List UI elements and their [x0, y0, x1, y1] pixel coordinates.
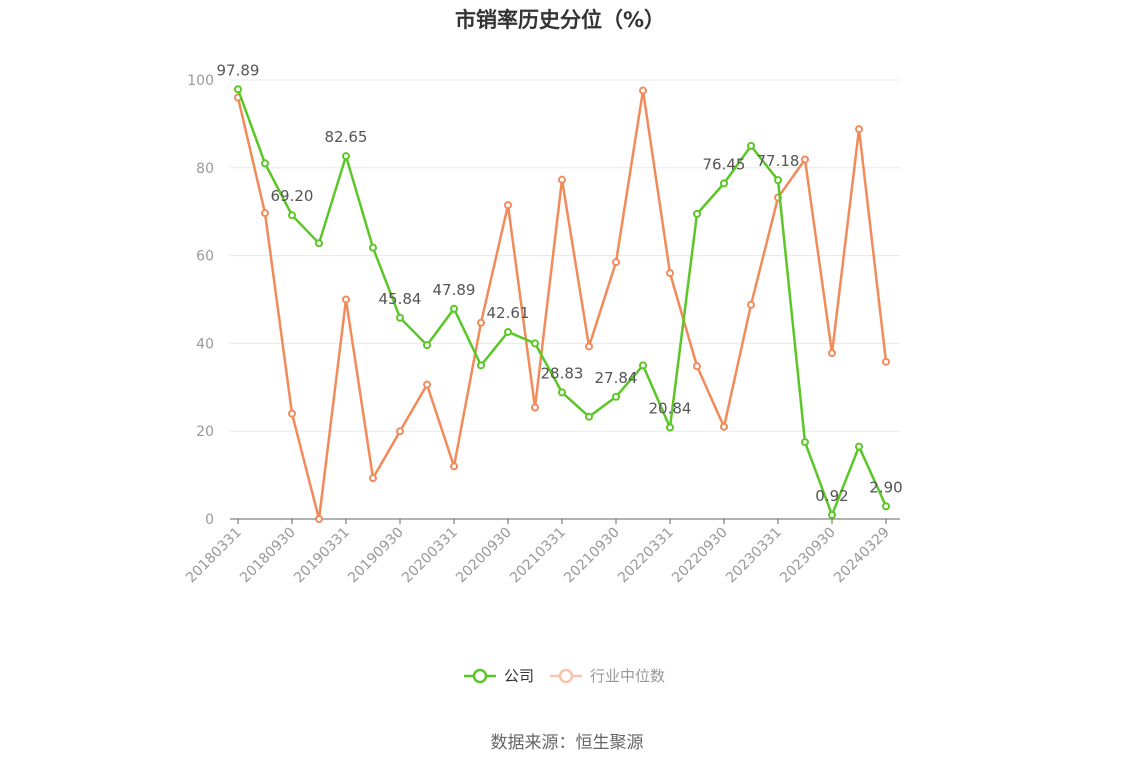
data-point	[423, 341, 431, 350]
data-point	[639, 361, 647, 370]
x-tick-label: 20190331	[291, 525, 353, 587]
data-label: 0.92	[815, 487, 848, 505]
data-point	[288, 211, 296, 220]
data-point	[882, 357, 890, 366]
data-label: 42.61	[487, 304, 530, 322]
x-tick-label: 20220331	[615, 525, 677, 587]
data-point	[315, 239, 323, 248]
legend-swatch-marker	[558, 668, 574, 684]
data-point	[639, 86, 647, 95]
data-label: 82.65	[325, 128, 368, 146]
data-point	[612, 258, 620, 267]
data-label: 45.84	[379, 290, 422, 308]
data-point	[801, 155, 809, 164]
data-point	[423, 380, 431, 389]
data-point	[396, 427, 404, 436]
data-point	[558, 388, 566, 397]
legend-item	[464, 668, 496, 684]
data-point	[720, 179, 728, 188]
legend-item	[550, 668, 582, 684]
data-label: 97.89	[217, 61, 260, 79]
data-point	[666, 269, 674, 278]
data-label: 28.83	[541, 364, 584, 382]
data-point	[855, 125, 863, 134]
data-labels: 97.89 69.20 82.65 45.84 47.89 42.61 28.83 27.84…	[217, 61, 903, 505]
data-label: 2.90	[869, 478, 902, 496]
data-point	[396, 313, 404, 322]
data-point	[747, 141, 755, 150]
data-point	[369, 243, 377, 252]
data-point	[666, 423, 674, 432]
y-tick-label: 100	[187, 73, 214, 89]
x-tick-label: 20230930	[777, 525, 839, 587]
y-tick-label: 60	[196, 249, 214, 265]
data-point	[720, 422, 728, 431]
data-label: 76.45	[703, 155, 746, 173]
source-note: 数据来源：恒生聚源	[490, 733, 644, 753]
data-label: 27.84	[595, 369, 638, 387]
series-lines	[234, 85, 890, 523]
data-point	[531, 403, 539, 412]
x-tick-label: 20210331	[507, 525, 569, 587]
data-point	[828, 510, 836, 519]
data-point	[585, 342, 593, 351]
data-point	[342, 295, 350, 304]
x-tick-label: 20210930	[561, 525, 623, 587]
x-tick-label: 20220930	[669, 525, 731, 587]
data-point	[369, 474, 377, 483]
data-label: 20.84	[649, 400, 692, 418]
data-point	[315, 515, 323, 523]
legend: 公司 行业中位数	[464, 667, 665, 685]
data-point	[585, 412, 593, 421]
y-tick-label: 40	[196, 336, 214, 352]
data-point	[558, 175, 566, 184]
data-point	[747, 300, 755, 309]
data-point	[504, 327, 512, 336]
data-point	[531, 339, 539, 348]
data-label: 47.89	[433, 281, 476, 299]
data-point	[801, 438, 809, 447]
data-point	[288, 409, 296, 418]
x-tick-label: 20180930	[237, 525, 299, 587]
y-tick-label: 80	[196, 161, 214, 177]
x-tick-label: 20200331	[399, 525, 461, 587]
chart-title: 市销率历史分位（%）	[454, 8, 666, 32]
x-tick-label: 20240329	[831, 525, 893, 587]
data-label: 77.18	[757, 152, 800, 170]
legend-label: 行业中位数	[590, 667, 665, 685]
x-tick-label: 20190930	[345, 525, 407, 587]
data-point	[774, 176, 782, 185]
data-point	[477, 361, 485, 370]
x-tick-label: 20180331	[183, 525, 245, 587]
data-point	[234, 85, 242, 94]
data-point	[450, 304, 458, 313]
data-point	[450, 462, 458, 471]
legend-swatch-marker	[472, 668, 488, 684]
data-point	[261, 209, 269, 218]
data-point	[261, 159, 269, 168]
legend-label: 公司	[504, 667, 534, 685]
data-point	[504, 201, 512, 210]
data-point	[612, 392, 620, 401]
data-point	[693, 209, 701, 218]
y-tick-label: 20	[196, 424, 214, 440]
data-point	[828, 349, 836, 358]
y-tick-label: 0	[205, 512, 214, 528]
data-point	[477, 318, 485, 327]
x-tick-label: 20200930	[453, 525, 515, 587]
data-point	[855, 442, 863, 451]
data-point	[342, 152, 350, 161]
data-point	[693, 362, 701, 371]
data-label: 69.20	[271, 187, 314, 205]
data-point	[882, 502, 890, 511]
x-tick-label: 20230331	[723, 525, 785, 587]
